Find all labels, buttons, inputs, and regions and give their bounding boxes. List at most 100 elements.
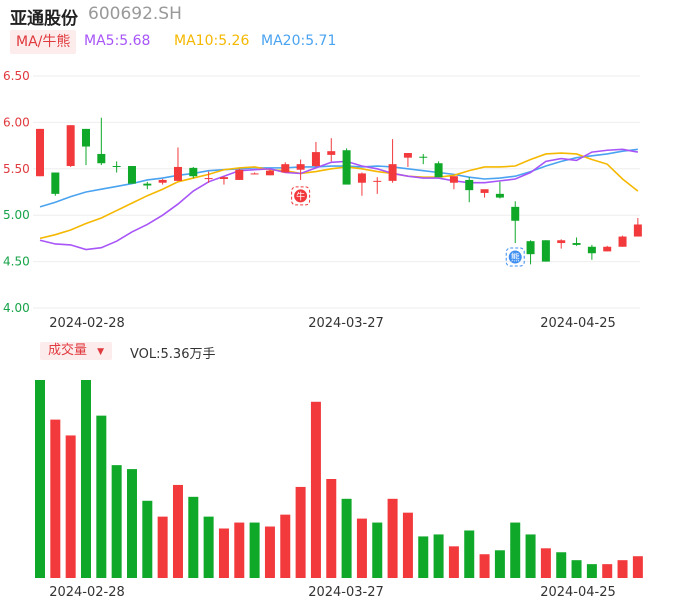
volume-bar xyxy=(387,498,398,578)
volume-bar xyxy=(402,512,413,578)
candle-body xyxy=(419,156,428,158)
volume-x-tick-label: 2024-02-28 xyxy=(49,585,125,600)
candle-body xyxy=(281,164,290,173)
y-tick-label: 4.00 xyxy=(3,301,30,315)
candle-body xyxy=(633,224,642,237)
marker-label: 牛 xyxy=(296,190,305,202)
candle-body xyxy=(158,179,167,183)
candle-body xyxy=(511,206,520,221)
volume-bar xyxy=(525,534,536,578)
volume-bar xyxy=(602,564,613,578)
volume-bar xyxy=(65,435,76,578)
candle-body xyxy=(388,164,397,181)
caret-down-icon: ▼ xyxy=(97,347,105,357)
candle-body xyxy=(235,169,244,180)
candle-body xyxy=(97,153,106,164)
marker-label: 熊 xyxy=(511,252,520,264)
ma20-value: MA20:5.71 xyxy=(261,33,337,49)
candle-body xyxy=(219,177,228,180)
candle-body xyxy=(342,150,351,185)
y-tick-label: 6.00 xyxy=(3,115,30,129)
candle-body xyxy=(465,179,474,191)
y-tick-label: 5.50 xyxy=(3,162,30,176)
x-tick-label: 2024-04-25 xyxy=(540,316,616,331)
candle-body xyxy=(81,128,90,147)
volume-bar xyxy=(632,556,643,578)
volume-bar xyxy=(264,526,275,578)
volume-value: VOL:5.36万手 xyxy=(130,347,216,362)
candle-body xyxy=(189,167,198,177)
volume-bar xyxy=(111,465,122,578)
candle-body xyxy=(204,178,213,180)
volume-bar xyxy=(234,522,245,578)
volume-bar xyxy=(126,469,137,578)
volume-indicator-tag[interactable]: 成交量 ▼ xyxy=(40,342,113,360)
candle-body xyxy=(66,125,75,167)
stock-code: 600692.SH xyxy=(88,4,182,24)
bear-marker-icon xyxy=(508,250,522,264)
candle-body xyxy=(526,241,535,255)
candle-body xyxy=(112,166,121,168)
volume-bar xyxy=(464,530,475,578)
volume-bar xyxy=(540,548,551,578)
volume-bar xyxy=(326,479,337,578)
candle-body xyxy=(143,183,152,186)
ma5-line xyxy=(39,148,639,251)
candle-body xyxy=(572,243,581,245)
candle-body xyxy=(449,176,458,183)
candle-body xyxy=(36,128,44,177)
volume-bar xyxy=(50,419,61,578)
ma20-line xyxy=(39,148,638,208)
volume-bar xyxy=(356,518,367,578)
volume-bar xyxy=(188,496,199,578)
volume-bar xyxy=(172,484,183,578)
candle-body xyxy=(373,180,382,182)
candle-body xyxy=(250,173,259,175)
volume-bar xyxy=(35,380,45,578)
volume-bar xyxy=(295,486,306,578)
candle-body xyxy=(603,246,612,252)
y-tick-label: 6.50 xyxy=(3,69,30,83)
candle-body xyxy=(357,173,366,183)
ma-indicator-tag[interactable]: MA/牛熊 xyxy=(10,30,77,54)
volume-bar xyxy=(157,516,168,578)
volume-bar xyxy=(617,560,628,578)
candle-body xyxy=(434,163,443,178)
volume-bar xyxy=(341,498,352,578)
candle-body xyxy=(587,246,596,254)
volume-tag-label: 成交量 xyxy=(48,343,88,358)
volume-bar xyxy=(142,500,153,578)
volume-bar xyxy=(571,560,582,578)
candle-body xyxy=(127,166,136,184)
candle-body xyxy=(541,240,550,262)
x-tick-label: 2024-02-28 xyxy=(49,316,125,331)
volume-bar xyxy=(203,516,214,578)
bull-marker-icon xyxy=(294,189,308,203)
candle-body xyxy=(495,193,504,198)
candle-body xyxy=(311,152,320,167)
ma5-value: MA5:5.68 xyxy=(84,33,151,49)
volume-bar xyxy=(448,546,459,578)
candle-body xyxy=(557,240,566,244)
stock-name: 亚通股份 xyxy=(10,9,78,29)
candle-body xyxy=(327,151,336,155)
x-tick-label: 2024-03-27 xyxy=(308,316,384,331)
volume-bar xyxy=(249,522,260,578)
volume-bar xyxy=(494,550,505,578)
volume-bar xyxy=(479,554,490,578)
candle-body xyxy=(296,164,305,170)
volume-bar xyxy=(280,514,291,578)
ma10-value: MA10:5.26 xyxy=(174,33,250,49)
volume-bar xyxy=(418,536,429,578)
candle-body xyxy=(173,166,182,181)
volume-bar xyxy=(310,401,321,578)
marker-frame xyxy=(505,247,525,267)
candle-body xyxy=(403,153,412,158)
volume-bar xyxy=(218,528,229,578)
ma10-line xyxy=(39,152,639,240)
volume-bar xyxy=(372,522,383,578)
candle-body xyxy=(480,189,489,193)
volume-bar xyxy=(586,564,597,578)
candle-body xyxy=(51,172,60,194)
